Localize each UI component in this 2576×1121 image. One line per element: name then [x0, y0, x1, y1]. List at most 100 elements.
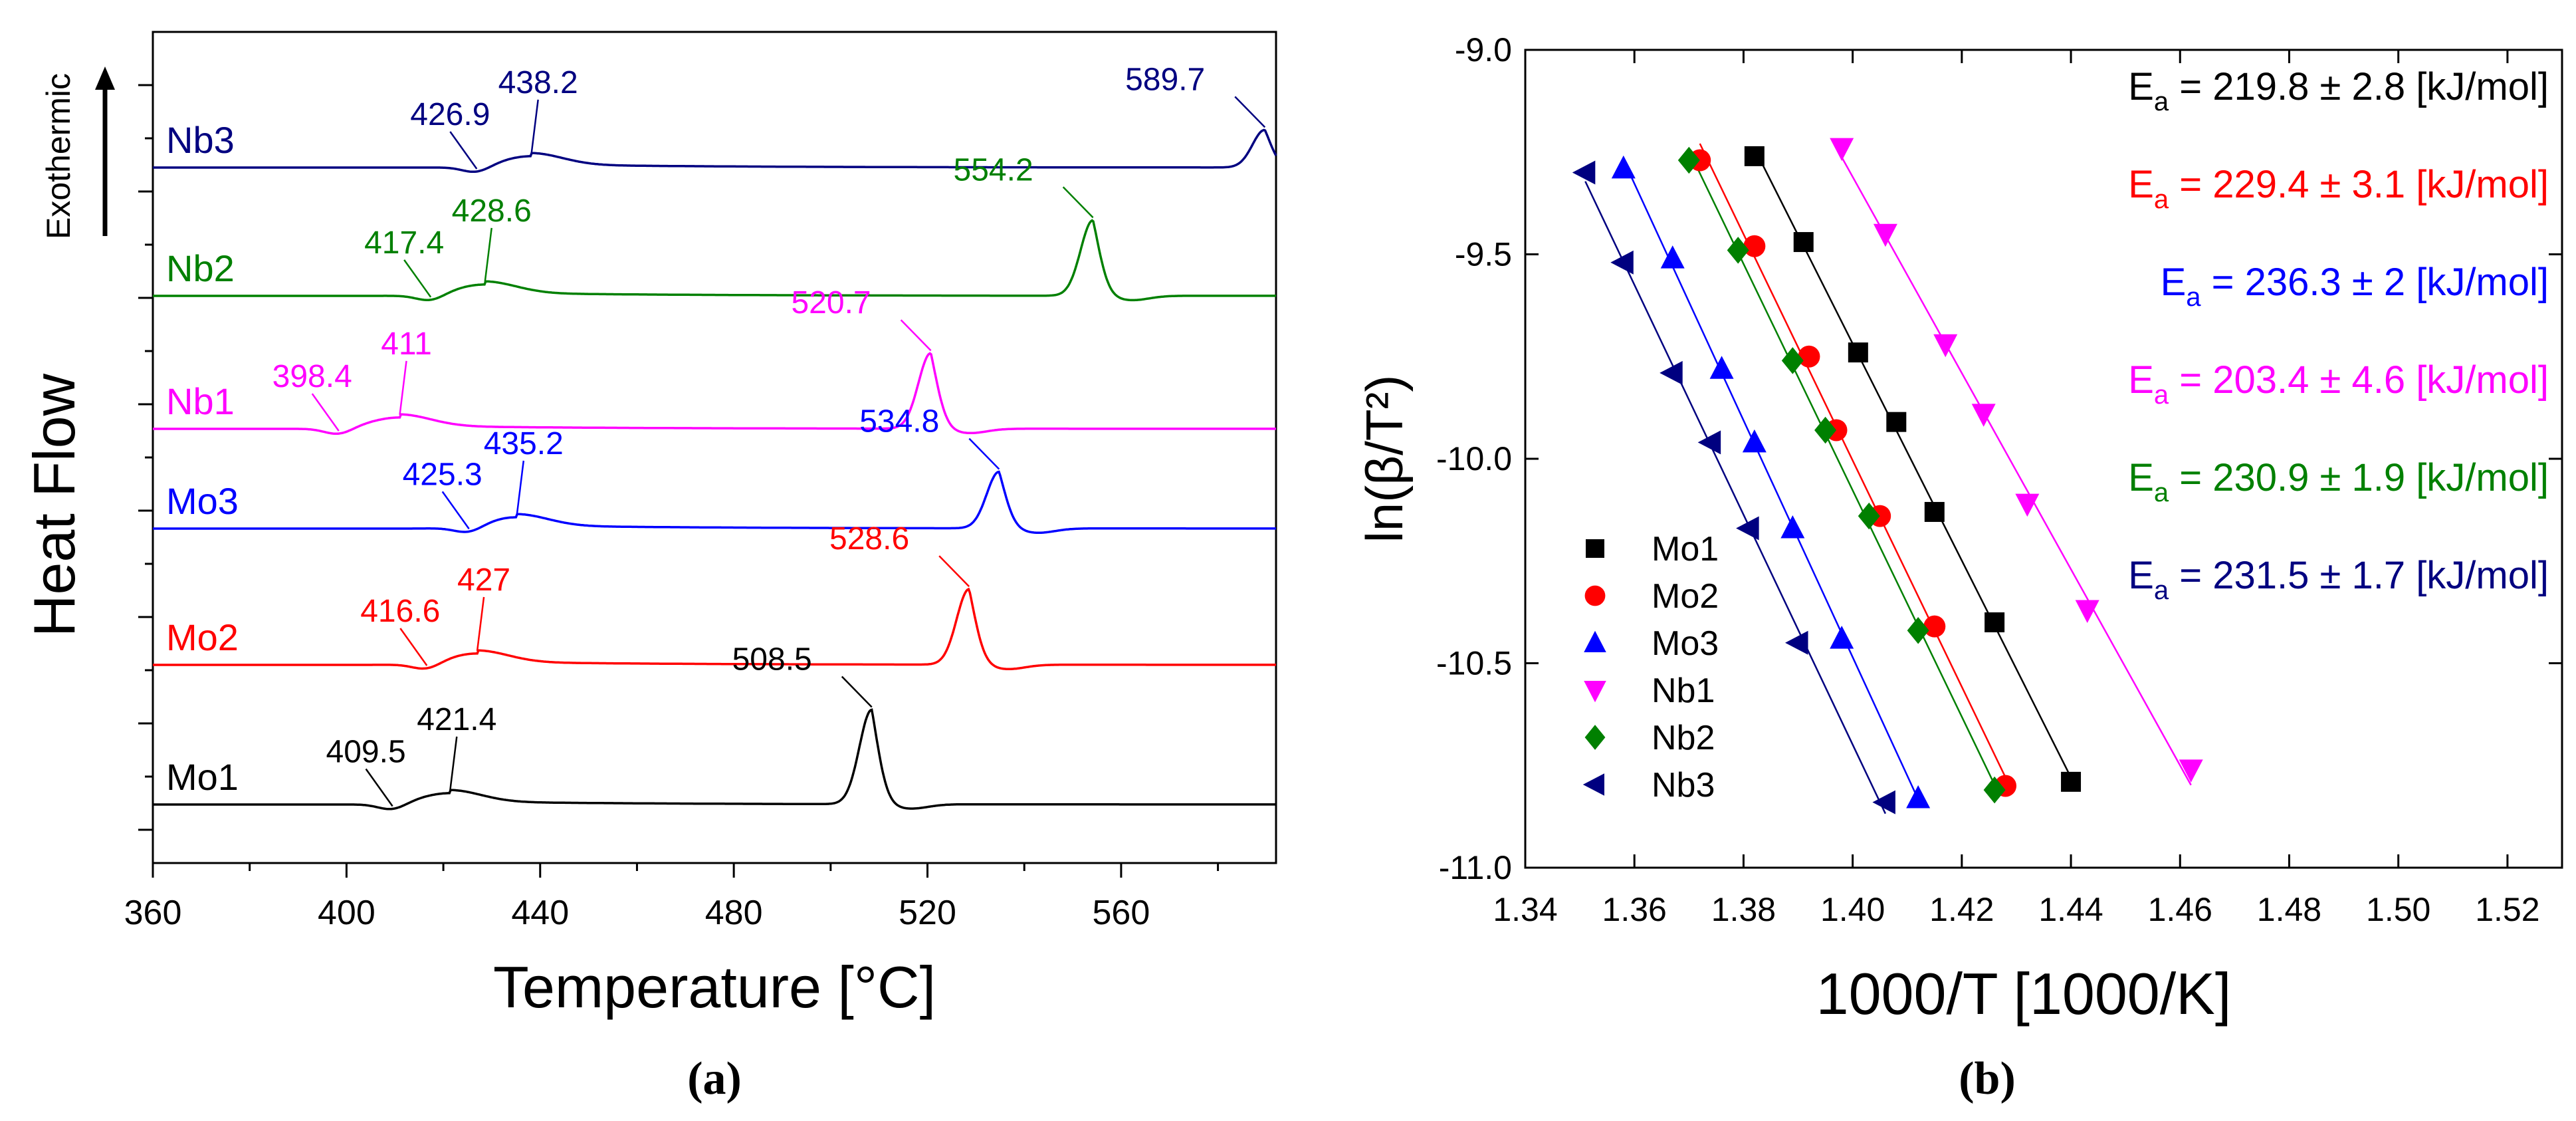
data-point-nb1 — [2179, 759, 2203, 783]
fit-line-nb1 — [1841, 156, 2192, 786]
subfigure-label-a: (a) — [687, 1053, 742, 1104]
kissinger-x-tick-label: 1.52 — [2475, 891, 2539, 928]
dsc-curve-nb2 — [153, 219, 1276, 302]
kissinger-x-tick-label: 1.44 — [2038, 891, 2103, 928]
kissinger-x-tick-label: 1.50 — [2366, 891, 2430, 928]
data-point-mo1 — [1793, 232, 1814, 253]
dsc-x-axis-label: Temperature [°C] — [493, 954, 936, 1020]
dsc-annotation-leader — [841, 676, 873, 708]
data-point-nb1 — [2075, 600, 2099, 624]
ea-equals: = — [2169, 65, 2212, 108]
data-point-nb2 — [1781, 347, 1804, 374]
dsc-x-tick-label: 400 — [318, 894, 376, 932]
kissinger-y-tick-label: -9.0 — [1455, 31, 1512, 68]
fit-line-mo2 — [1699, 143, 2006, 778]
data-point-nb1 — [1933, 334, 1958, 358]
data-point-nb2 — [1858, 502, 1880, 530]
legend-label: Nb1 — [1652, 672, 1715, 710]
dsc-annotation-leader — [365, 768, 393, 807]
ea-value: 231.5 ± 1.7 [kJ/mol] — [2212, 554, 2549, 597]
ea-subscript: a — [2154, 478, 2169, 507]
dsc-annotation-leader — [516, 460, 525, 515]
ea-symbol: E — [2128, 65, 2154, 108]
activation-energy-labels: Ea = 219.8 ± 2.8 [kJ/mol]Ea = 229.4 ± 3.… — [2128, 65, 2549, 605]
activation-energy-label-nb2: Ea = 230.9 ± 1.9 [kJ/mol] — [2128, 456, 2549, 507]
kissinger-y-ticks: -9.0 -9.5 -10.0 -10.5 -11.0 — [1436, 31, 2562, 886]
data-point-mo3 — [1906, 785, 1931, 809]
data-point-nb1 — [1971, 404, 1996, 427]
data-point-mo3 — [1780, 515, 1805, 539]
data-point-mo1 — [1924, 501, 1945, 522]
ea-symbol: E — [2128, 163, 2154, 206]
data-point-nb3 — [1660, 360, 1683, 385]
ea-value: 219.8 ± 2.8 [kJ/mol] — [2212, 65, 2549, 108]
dsc-peak-label: 427 — [457, 562, 510, 598]
kissinger-panel: 1.34 1.36 1.38 1.40 1.42 1.44 1.46 1.48 1.50 1.52… — [1355, 31, 2563, 1104]
kissinger-legend: Mo1 Mo2 Mo3 Nb1 Nb2 Nb3 — [1582, 530, 1719, 805]
dsc-annotation-leader — [1234, 96, 1266, 128]
legend-label: Mo3 — [1652, 624, 1719, 663]
activation-energy-label-nb3: Ea = 231.5 ± 1.7 [kJ/mol] — [2128, 554, 2549, 605]
dsc-peak-label: 534.8 — [859, 404, 939, 439]
dsc-peak-label: 520.7 — [791, 285, 871, 320]
data-point-nb1 — [1873, 223, 1897, 247]
data-point-nb3 — [1697, 430, 1721, 455]
dsc-annotation-leader — [1062, 186, 1094, 219]
data-point-nb3 — [1736, 516, 1759, 541]
data-point-nb2 — [1907, 617, 1929, 644]
legend-marker-nb2 — [1584, 725, 1606, 750]
fit-line-mo1 — [1753, 148, 2072, 778]
dsc-peak-label: 589.7 — [1125, 62, 1205, 97]
dsc-peak-label: 416.6 — [360, 594, 440, 629]
legend-marker-mo1 — [1586, 539, 1604, 558]
dsc-y-axis-label: Heat Flow — [21, 373, 87, 637]
dsc-annotation-leader — [476, 596, 485, 652]
dsc-annotation-leader — [449, 736, 458, 791]
dsc-curve-nb1 — [153, 352, 1276, 436]
dsc-peak-label: 508.5 — [732, 642, 812, 677]
kissinger-x-ticks: 1.34 1.36 1.38 1.40 1.42 1.44 1.46 1.48 1.50 1.52 — [1493, 50, 2540, 928]
ea-value: 230.9 ± 1.9 [kJ/mol] — [2212, 456, 2549, 499]
dsc-series-label: Mo3 — [166, 480, 239, 522]
data-point-mo3 — [1660, 245, 1685, 269]
ea-symbol: E — [2128, 358, 2154, 402]
dsc-plot-frame — [152, 31, 1277, 864]
ea-equals: = — [2169, 358, 2212, 402]
dsc-annotation-leader — [900, 319, 932, 352]
dsc-peak-label: 409.5 — [326, 735, 406, 770]
dsc-peak-label: 438.2 — [498, 65, 578, 100]
kissinger-y-axis-label: ln(β/T²) — [1355, 375, 1414, 543]
legend-label: Nb3 — [1652, 766, 1715, 805]
data-point-nb2 — [1983, 776, 2006, 804]
kissinger-y-tick-label: -9.5 — [1455, 236, 1512, 273]
dsc-series-label: Nb1 — [166, 380, 235, 422]
kissinger-y-tick-label: -10.5 — [1436, 645, 1512, 682]
dsc-annotation-leader — [968, 437, 1000, 470]
dsc-peak-label: 398.4 — [272, 359, 352, 394]
data-point-nb2 — [1727, 237, 1749, 264]
kissinger-x-tick-label: 1.36 — [1602, 891, 1667, 928]
ea-value: 203.4 ± 4.6 [kJ/mol] — [2212, 358, 2549, 402]
ea-equals: = — [2169, 456, 2212, 499]
data-point-mo1 — [1744, 146, 1765, 166]
dsc-series-label: Mo2 — [166, 616, 239, 658]
dsc-annotation-leader — [311, 393, 340, 432]
kissinger-x-axis-label: 1000/T [1000/K] — [1816, 961, 2232, 1027]
dsc-annotation-leader — [403, 259, 432, 298]
data-point-mo1 — [1985, 612, 2005, 632]
kissinger-points — [1572, 138, 2203, 814]
ea-subscript: a — [2154, 576, 2169, 605]
activation-energy-label-nb1: Ea = 203.4 ± 4.6 [kJ/mol] — [2128, 358, 2549, 410]
dsc-x-tick-label: 480 — [705, 894, 763, 932]
kissinger-x-tick-label: 1.40 — [1820, 891, 1885, 928]
dsc-curve-mo1 — [153, 708, 1276, 810]
ea-equals: = — [2169, 163, 2212, 206]
data-point-mo1 — [1848, 342, 1868, 363]
dsc-x-tick-label: 520 — [899, 894, 956, 932]
dsc-peak-label: 426.9 — [410, 97, 490, 132]
dsc-series-label: Nb3 — [166, 119, 235, 161]
data-point-mo2 — [1798, 345, 1820, 368]
dsc-annotation-leader — [399, 628, 428, 666]
ea-symbol: E — [2161, 261, 2187, 304]
data-point-mo2 — [1743, 235, 1766, 257]
